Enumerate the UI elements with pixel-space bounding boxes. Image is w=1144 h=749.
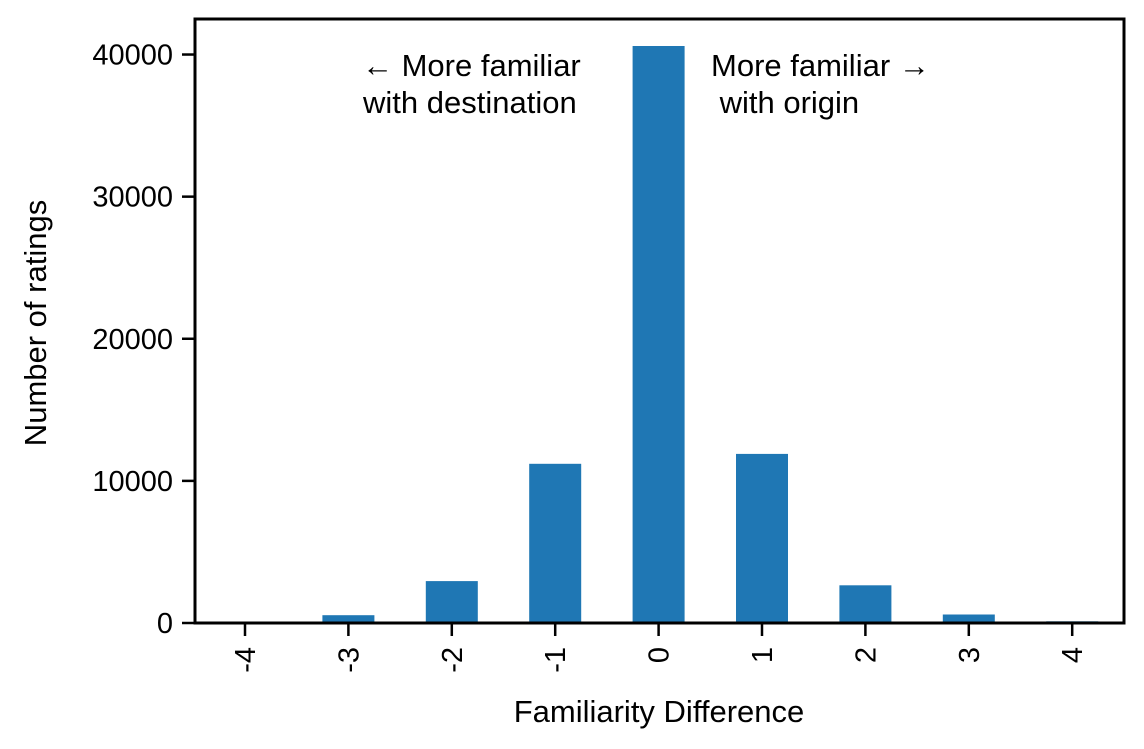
y-tick-label-10000: 10000 [92,466,173,498]
bar-2 [839,585,892,623]
x-tick-label--3: -3 [333,647,365,673]
x-tick-label--4: -4 [230,647,262,673]
bars-group [219,46,1099,623]
bar-3 [942,614,995,623]
y-tick-label-20000: 20000 [92,324,173,356]
annotation-right-line2: with origin [711,85,859,120]
bar--2 [425,581,478,623]
x-tick-label--1: -1 [540,647,572,673]
x-ticks-group: -4 -3 -2 -1 0 1 2 3 4 [230,623,1089,673]
x-axis-title: Familiarity Difference [514,694,805,729]
y-tick-label-40000: 40000 [92,40,173,72]
y-tick-label-0: 0 [157,608,173,640]
y-axis-title: Number of ratings [18,200,53,446]
bar-1 [736,453,788,623]
bar-0 [632,46,685,623]
x-tick-label-4: 4 [1057,647,1089,663]
x-tick-label-1: 1 [747,647,779,663]
y-tick-label-30000: 30000 [92,182,173,214]
annotation-right-line1: More familiar → [711,48,930,83]
bar--1 [529,463,582,623]
bar--3 [322,615,375,623]
x-tick-label--2: -2 [437,647,469,673]
y-ticks-group: 0 10000 20000 30000 40000 [92,40,195,640]
x-tick-label-0: 0 [644,647,676,663]
annotation-left-line2: with destination [362,85,577,120]
annotation-left-line1: ← More familiar [362,48,581,83]
x-tick-label-2: 2 [850,647,882,663]
x-tick-label-3: 3 [954,647,986,663]
